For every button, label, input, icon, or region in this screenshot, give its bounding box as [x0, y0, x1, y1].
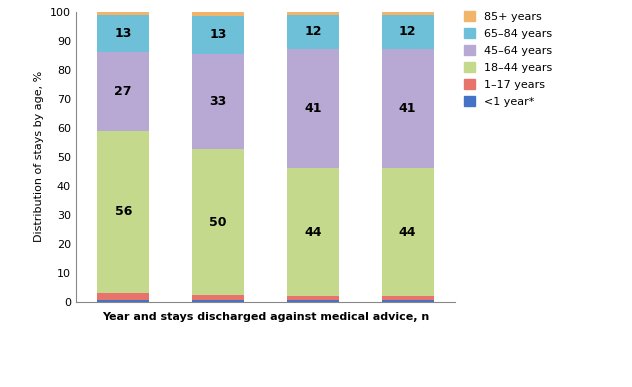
Bar — [97, 12, 149, 15]
Bar — [382, 296, 434, 300]
Bar — [287, 50, 339, 168]
Text: 12: 12 — [304, 26, 322, 38]
Bar — [382, 15, 434, 50]
Bar — [97, 52, 149, 131]
Text: 44: 44 — [304, 226, 322, 239]
Bar — [97, 300, 149, 302]
Text: 41: 41 — [304, 102, 322, 115]
Bar — [192, 149, 244, 295]
Text: 12: 12 — [399, 26, 416, 38]
Bar — [192, 300, 244, 302]
Bar — [97, 131, 149, 293]
Text: 44: 44 — [399, 226, 416, 239]
Text: 41: 41 — [399, 102, 416, 115]
Bar — [192, 54, 244, 149]
Bar — [382, 12, 434, 15]
Text: 33: 33 — [209, 95, 227, 108]
Bar — [192, 12, 244, 16]
Bar — [287, 12, 339, 15]
Bar — [287, 15, 339, 50]
Text: 56: 56 — [114, 205, 132, 218]
Y-axis label: Distribution of stays by age, %: Distribution of stays by age, % — [34, 71, 44, 242]
Text: 13: 13 — [114, 27, 132, 40]
Bar — [287, 296, 339, 300]
Bar — [382, 300, 434, 302]
Text: 13: 13 — [209, 28, 227, 41]
Bar — [192, 295, 244, 300]
Text: 27: 27 — [114, 85, 132, 98]
Bar — [97, 14, 149, 52]
Bar — [287, 168, 339, 296]
Bar — [287, 300, 339, 302]
X-axis label: Year and stays discharged against medical advice, n: Year and stays discharged against medica… — [102, 312, 429, 322]
Legend: 85+ years, 65–84 years, 45–64 years, 18–44 years, 1–17 years, <1 year*: 85+ years, 65–84 years, 45–64 years, 18–… — [465, 11, 552, 106]
Bar — [382, 168, 434, 296]
Text: 50: 50 — [209, 216, 227, 229]
Bar — [382, 50, 434, 168]
Bar — [192, 16, 244, 54]
Bar — [97, 293, 149, 300]
